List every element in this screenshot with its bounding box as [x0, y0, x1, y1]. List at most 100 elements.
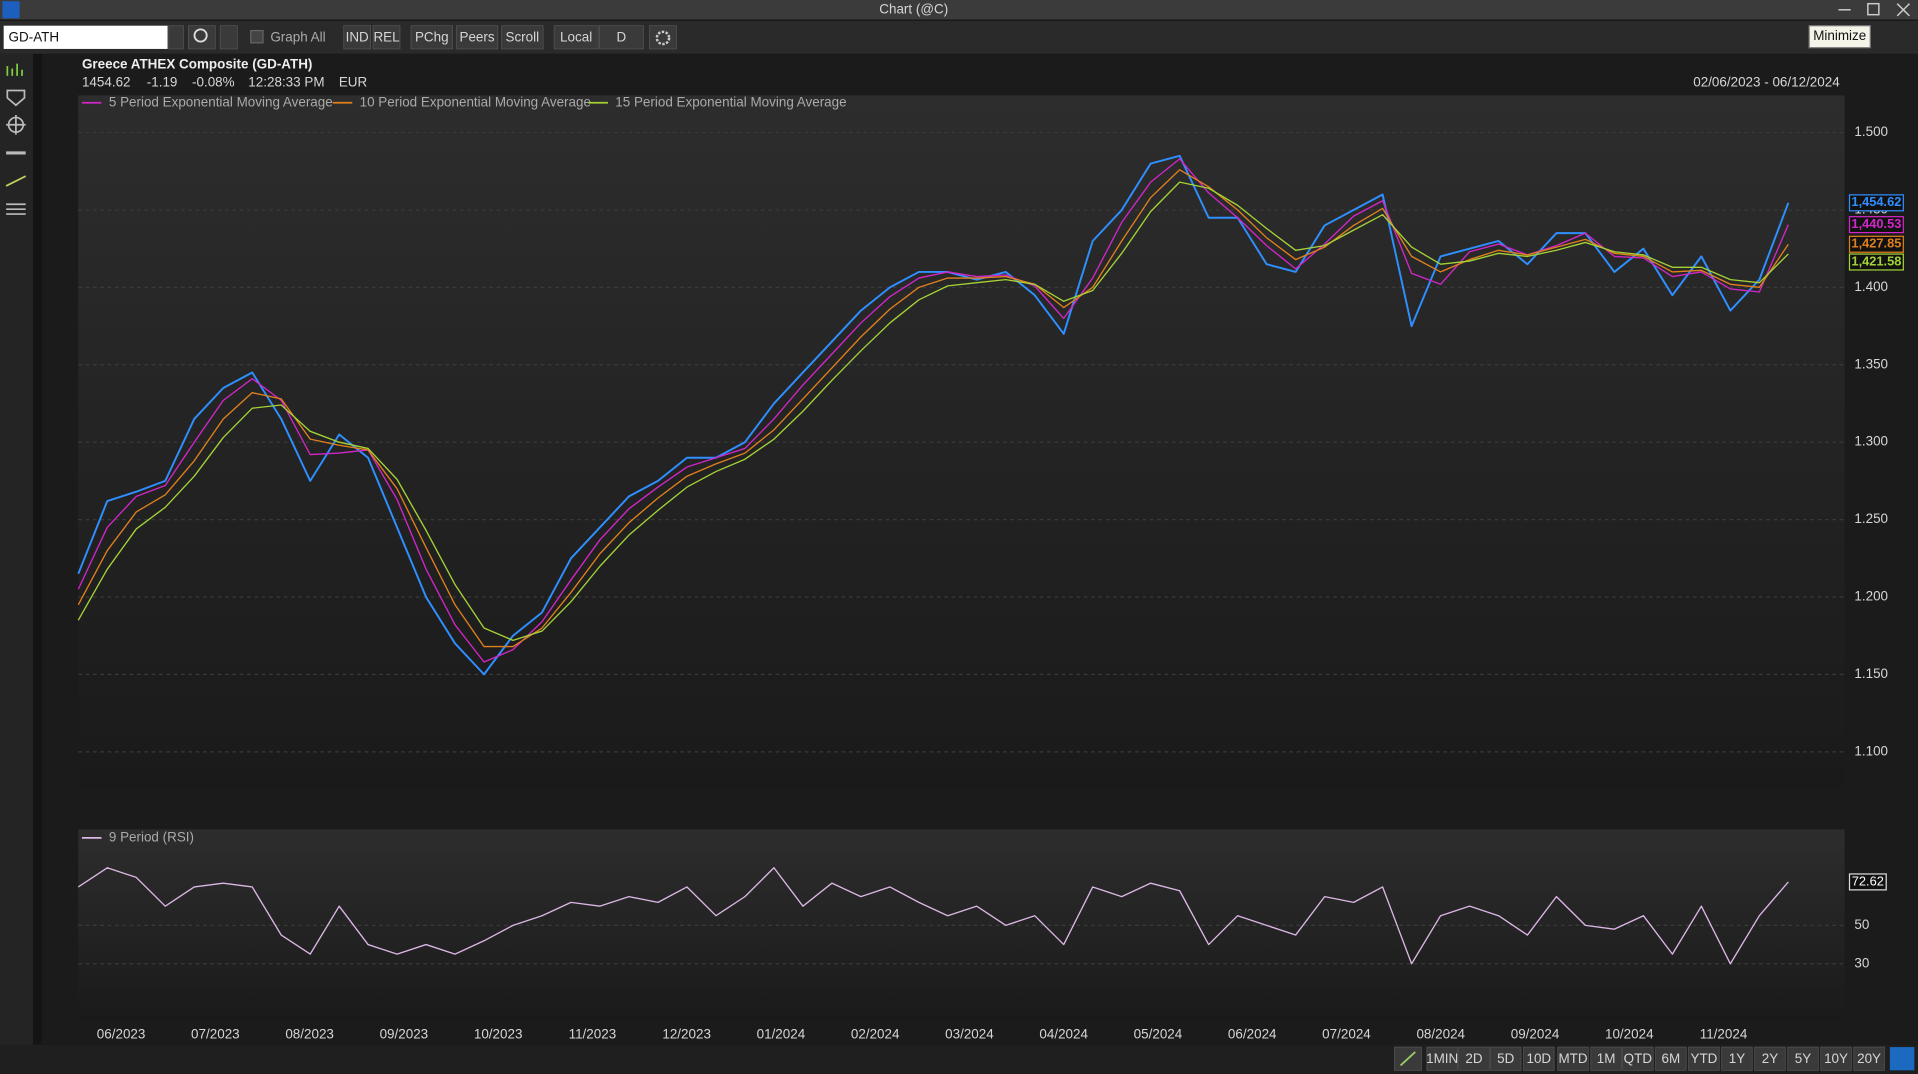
range-button[interactable]	[1426, 1046, 1458, 1071]
last-value-box	[1848, 216, 1904, 234]
last-value-box	[1848, 235, 1904, 253]
chart-title: Greece ATHEX Composite (GD-ATH)	[82, 56, 312, 71]
range-button[interactable]	[1523, 1046, 1555, 1071]
x-tick-label: 11/2023	[569, 1026, 617, 1041]
x-tick-label: 07/2023	[191, 1026, 240, 1041]
graph-all-label: Graph All	[270, 29, 325, 44]
range-button-label: 1M	[1597, 1051, 1616, 1066]
x-tick-label: 07/2024	[1322, 1026, 1371, 1041]
legend-label: 10 Period Exponential Moving Average	[360, 94, 591, 109]
range-button-label: 1Y	[1729, 1051, 1745, 1066]
toolbar-button-label: REL	[373, 29, 400, 44]
last-value-label: 1,454.62	[1851, 194, 1901, 209]
range-button[interactable]	[1787, 1046, 1819, 1071]
last-value-box	[1848, 253, 1904, 271]
window-controls[interactable]	[1838, 2, 1910, 17]
toolbar-button[interactable]	[343, 25, 372, 50]
symbol-dropdown[interactable]	[168, 25, 184, 50]
toolbar-button-label: Scroll	[506, 29, 540, 44]
quote-change: -1.19	[147, 75, 178, 90]
range-button-label: 10D	[1526, 1051, 1551, 1066]
range-button[interactable]	[1820, 1046, 1852, 1071]
toolbar-button-label: D	[617, 29, 627, 44]
range-button-label: YTD	[1690, 1051, 1717, 1066]
toolbar-button[interactable]	[410, 25, 453, 50]
symbol-input[interactable]	[3, 25, 168, 49]
graph-all-checkbox[interactable]	[250, 29, 264, 44]
y-tick-label: 30	[1854, 955, 1869, 970]
toolbar-button[interactable]	[553, 25, 599, 50]
indicator-line	[77, 867, 1789, 965]
settings-icon	[655, 30, 671, 46]
y-tick-label: 1.100	[1854, 743, 1888, 758]
settings-button[interactable]	[649, 25, 677, 50]
last-value-box	[1848, 873, 1887, 891]
left-sidebar	[0, 53, 34, 1074]
range-button[interactable]	[1490, 1046, 1522, 1071]
last-value-label: 1,427.85	[1851, 236, 1901, 251]
range-button[interactable]	[1458, 1046, 1490, 1071]
symbol-text: GD-ATH	[9, 29, 60, 44]
search-dropdown[interactable]	[219, 25, 238, 50]
y-tick-label: 1.300	[1854, 434, 1888, 449]
toolbar	[0, 20, 1918, 54]
title-bar	[0, 0, 1918, 20]
minimize-text: Minimize	[1813, 28, 1866, 43]
x-tick-label: 11/2024	[1700, 1026, 1748, 1041]
y-tick-label: 1.150	[1854, 666, 1888, 681]
range-button-label: 10Y	[1824, 1051, 1848, 1066]
date-range: 02/06/2023 - 06/12/2024	[1693, 75, 1840, 90]
range-button-label: QTD	[1624, 1051, 1653, 1066]
y-tick-label: 1.200	[1854, 589, 1888, 604]
x-tick-label: 12/2023	[662, 1026, 711, 1041]
range-button[interactable]	[1688, 1046, 1720, 1071]
range-button-label: 2Y	[1762, 1051, 1778, 1066]
search-icon	[193, 28, 208, 43]
x-tick-label: 08/2023	[285, 1026, 334, 1041]
range-button[interactable]	[1590, 1046, 1622, 1071]
y-tick-label: 1.350	[1854, 356, 1888, 371]
range-button-label: 6M	[1662, 1051, 1681, 1066]
x-tick-label: 03/2024	[945, 1026, 994, 1041]
range-button[interactable]	[1754, 1046, 1786, 1071]
x-tick-label: 09/2023	[380, 1026, 429, 1041]
toolbar-button[interactable]	[599, 25, 644, 50]
x-tick-label: 01/2024	[757, 1026, 806, 1041]
indicator-line	[77, 181, 1789, 642]
range-button-label: 2D	[1465, 1051, 1482, 1066]
legend-label: 15 Period Exponential Moving Average	[615, 94, 846, 109]
draw-icon	[1399, 1051, 1416, 1067]
toolbar-button-label: PChg	[415, 29, 449, 44]
toolbar-button[interactable]	[501, 25, 544, 50]
range-button-label: 5D	[1497, 1051, 1514, 1066]
x-tick-label: 10/2023	[474, 1026, 523, 1041]
quote-last: 1454.62	[82, 75, 131, 90]
toolbar-button[interactable]	[455, 25, 499, 50]
window-title: Chart (@C)	[879, 1, 948, 16]
calendar-button[interactable]	[1889, 1047, 1915, 1071]
last-value-label: 72.62	[1852, 873, 1884, 888]
range-button-label: 1MIN	[1426, 1051, 1458, 1066]
range-button[interactable]	[1853, 1046, 1885, 1071]
y-tick-label: 1.500	[1854, 124, 1888, 139]
range-button[interactable]	[1655, 1046, 1687, 1071]
last-value-label: 1,440.53	[1851, 216, 1901, 231]
range-button[interactable]	[1557, 1046, 1589, 1071]
toolbar-button-label: IND	[346, 29, 369, 44]
toolbar-button[interactable]	[372, 25, 401, 50]
x-tick-label: 09/2024	[1511, 1026, 1560, 1041]
range-button-label: 20Y	[1857, 1051, 1881, 1066]
quote-percent: -0.08%	[192, 75, 235, 90]
range-button[interactable]	[1721, 1046, 1753, 1071]
sidebar-icons[interactable]	[5, 63, 27, 215]
range-button[interactable]	[1622, 1046, 1654, 1071]
legend-label: 5 Period Exponential Moving Average	[109, 94, 333, 109]
minimize-tooltip	[1808, 25, 1871, 49]
price-line	[77, 154, 1790, 676]
y-tick-label: 1.250	[1854, 511, 1888, 526]
range-button-label: MTD	[1558, 1051, 1587, 1066]
y-tick-label: 1.400	[1854, 279, 1888, 294]
x-tick-label: 02/2024	[851, 1026, 900, 1041]
y-tick-label: 50	[1854, 917, 1869, 932]
range-button-label: 5Y	[1795, 1051, 1811, 1066]
